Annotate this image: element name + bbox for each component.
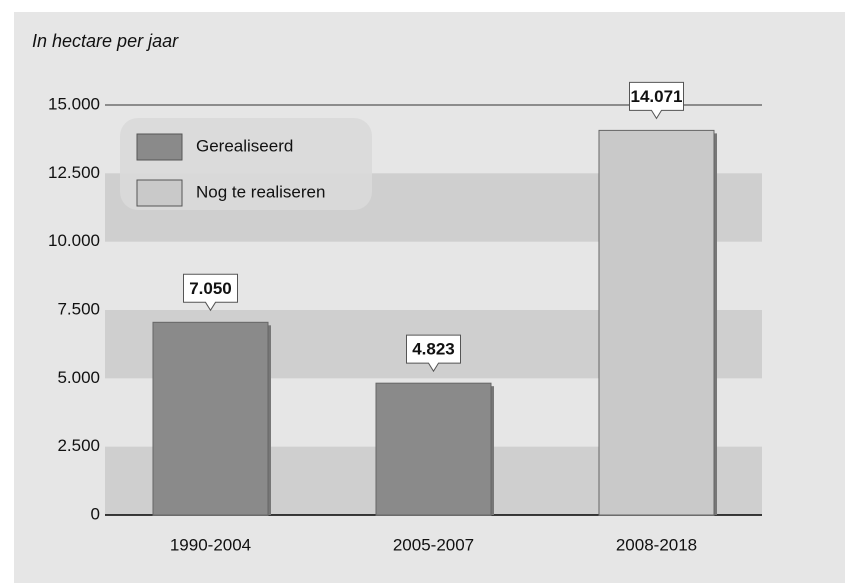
value-label: 14.071 xyxy=(631,87,683,106)
y-tick-label: 7.500 xyxy=(57,299,100,318)
bar xyxy=(598,129,715,516)
y-tick-label: 5.000 xyxy=(57,368,100,387)
x-tick-label: 2005-2007 xyxy=(393,535,474,554)
y-tick-label: 0 xyxy=(91,504,100,523)
y-tick-label: 10.000 xyxy=(48,231,100,250)
value-label-box xyxy=(629,81,684,120)
legend-swatch xyxy=(136,133,183,161)
y-tick-label: 15.000 xyxy=(48,94,100,113)
value-label: 7.050 xyxy=(189,279,232,298)
y-tick-label: 12.500 xyxy=(48,163,100,182)
legend-label: Gerealiseerd xyxy=(196,136,293,155)
chart-title: In hectare per jaar xyxy=(32,31,179,51)
x-tick-label: 1990-2004 xyxy=(170,535,251,554)
legend-swatch xyxy=(136,179,183,207)
bar xyxy=(375,382,492,516)
bar xyxy=(152,321,269,516)
legend-box xyxy=(120,118,372,210)
value-label: 4.823 xyxy=(412,340,455,359)
y-tick-label: 2.500 xyxy=(57,436,100,455)
value-label-box xyxy=(406,334,461,373)
legend-label: Nog te realiseren xyxy=(196,182,325,201)
value-label-box xyxy=(183,273,238,312)
x-tick-label: 2008-2018 xyxy=(616,535,697,554)
